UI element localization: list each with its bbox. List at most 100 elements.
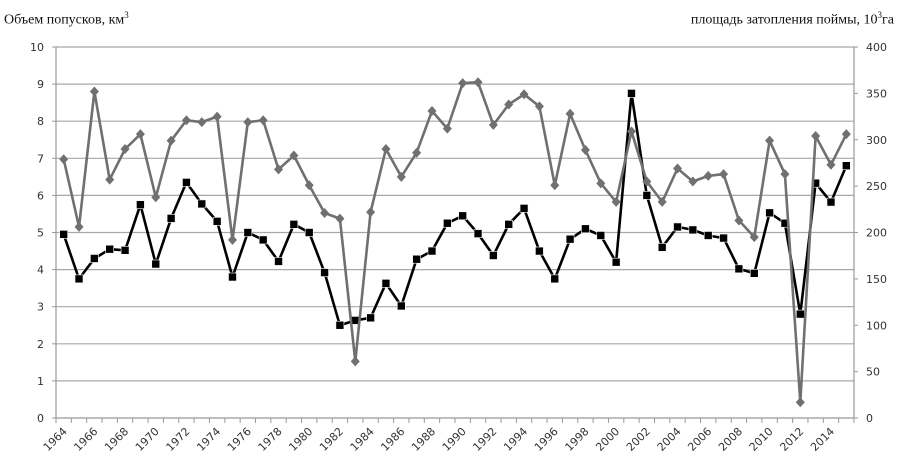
data-point-diamond [550,180,560,191]
right-tick-label: 250 [866,180,887,193]
data-point-diamond [749,232,759,243]
data-point-diamond [412,147,422,158]
data-point-diamond [212,111,222,122]
x-tick-label: 1980 [286,425,315,454]
x-tick-label: 2002 [624,425,653,454]
data-point-diamond [488,119,498,130]
data-point-diamond [151,192,161,203]
x-tick-label: 2000 [593,425,622,454]
data-point-diamond [89,86,99,97]
left-tick-label: 10 [30,41,44,54]
data-point-diamond [258,115,268,126]
x-tick-label: 1982 [317,425,346,454]
data-point-square [734,264,744,274]
data-point-square [596,231,606,240]
data-point-square [120,246,130,255]
data-point-square [688,225,698,235]
data-point-square [627,89,636,98]
data-point-square [396,301,406,311]
left-axis-title: Объем попусков, км3 [4,10,129,29]
left-tick-label: 0 [37,412,44,425]
data-point-diamond [320,208,330,219]
x-tick-label: 2012 [777,425,806,454]
data-point-square [765,208,774,218]
data-point-square [274,257,283,266]
right-axis-title-sup: 3 [877,10,883,20]
data-point-square [611,257,621,267]
data-point-diamond [657,196,667,207]
data-point-square [166,214,176,223]
right-tick-label: 0 [866,412,873,425]
left-tick-label: 5 [37,227,44,240]
x-tick-label: 1964 [41,425,70,454]
data-point-square [212,217,222,226]
data-point-square [703,231,713,240]
series-line-diamond [62,80,848,404]
data-point-diamond [565,108,575,119]
x-tick-label: 2006 [685,425,714,454]
data-point-square [304,228,314,237]
data-point-square [657,243,667,252]
right-tick-label: 300 [866,134,887,147]
data-point-diamond [580,144,590,155]
data-point-diamond [227,234,237,245]
data-point-diamond [289,150,299,161]
data-point-square [581,224,590,234]
data-point-square [749,269,759,278]
data-point-diamond [274,164,284,175]
right-tick-label: 50 [866,366,880,379]
data-point-square [842,161,851,171]
data-point-diamond [473,77,483,88]
x-tick-label: 1998 [563,425,592,454]
data-point-square [489,251,498,260]
data-point-square [565,234,575,244]
data-point-square [412,254,421,264]
data-point-diamond [350,356,360,367]
left-axis-title-text: Объем попусков, км [4,12,125,28]
data-point-square [381,279,391,288]
left-tick-label: 6 [37,189,44,202]
data-point-diamond [135,129,145,140]
x-tick-label: 1988 [409,425,438,454]
data-point-square [519,204,529,213]
right-axis-title-text: площадь затопления поймы, 10 [690,12,878,28]
right-tick-label: 150 [866,273,887,286]
data-point-diamond [841,129,851,140]
left-tick-label: 4 [37,264,44,277]
right-tick-label: 350 [866,87,887,100]
data-point-square [182,178,191,187]
data-point-square [795,309,805,319]
x-tick-label: 2010 [747,425,776,454]
x-tick-label: 1992 [470,425,499,454]
data-point-diamond [304,180,314,191]
data-point-square [550,274,560,284]
data-point-diamond [120,144,130,155]
data-point-diamond [166,135,176,146]
data-point-square [504,220,514,229]
right-axis-title: площадь затопления поймы, 103га [691,10,894,29]
data-point-diamond [427,105,437,116]
data-point-square [74,274,84,284]
data-point-square [335,320,345,330]
data-point-diamond [626,126,636,137]
data-point-square [258,235,268,245]
right-tick-label: 100 [866,319,887,332]
right-tick-label: 200 [866,227,887,240]
data-point-square [473,229,483,238]
left-tick-label: 9 [37,78,44,91]
data-point-diamond [105,174,115,185]
data-point-diamond [504,99,514,110]
data-point-diamond [780,169,790,180]
data-point-diamond [642,176,652,187]
x-tick-label: 1978 [256,425,285,454]
data-point-diamond [734,215,744,226]
data-point-square [366,313,375,323]
data-point-diamond [396,171,406,182]
x-tick-label: 1974 [194,425,223,454]
data-point-square [427,246,437,256]
data-point-diamond [795,397,805,408]
data-point-square [320,268,329,277]
data-point-diamond [59,154,69,165]
